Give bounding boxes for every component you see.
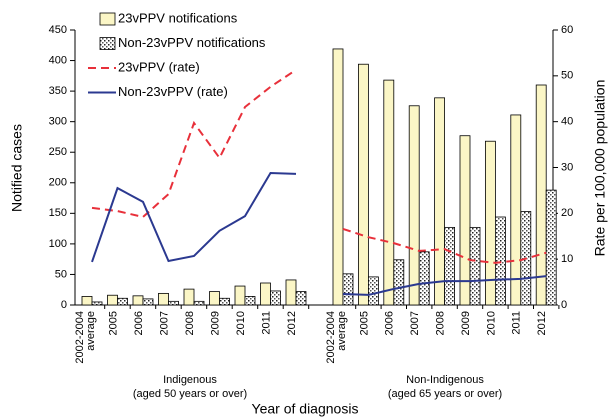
x-tick-label: 2002-2004average xyxy=(74,311,97,364)
bar xyxy=(270,290,281,306)
x-tick-label: 2002-2004average xyxy=(325,311,348,364)
bar xyxy=(469,226,481,306)
x-tick-label: 2011 xyxy=(260,311,272,335)
y-tick-label: 50 xyxy=(55,268,67,280)
bar xyxy=(117,297,128,306)
bar xyxy=(244,296,256,306)
bar xyxy=(459,135,471,306)
x-tick-label: 2010 xyxy=(235,311,247,335)
rate-line xyxy=(342,275,547,296)
x-tick-label: 2009 xyxy=(460,311,472,335)
legend-swatch xyxy=(99,37,116,50)
panel-sublabel: (aged 65 years or over) xyxy=(388,388,502,400)
x-tick-label: 2012 xyxy=(536,311,548,335)
legend-label: Non-23vPPV (rate) xyxy=(118,84,228,99)
bar xyxy=(393,259,405,306)
rate-line xyxy=(342,227,547,264)
y-tick-label: 350 xyxy=(49,85,67,97)
bar xyxy=(234,285,246,306)
bar xyxy=(168,300,179,306)
bar xyxy=(332,48,344,306)
bar xyxy=(408,105,420,306)
x-tick-label: 2009 xyxy=(209,311,221,335)
bar xyxy=(260,282,271,306)
bar xyxy=(535,84,547,306)
y-tick-label: 0 xyxy=(61,299,67,311)
legend-swatch xyxy=(99,12,116,26)
bar xyxy=(91,301,103,306)
y2-axis-title: Rate per 100,000 population xyxy=(592,80,608,257)
legend-label: 23vPPV notifications xyxy=(118,10,238,25)
y-tick-label: 250 xyxy=(49,146,67,158)
x-tick-label: 2007 xyxy=(158,311,170,335)
bar xyxy=(357,63,369,306)
bar xyxy=(209,291,220,306)
bar xyxy=(434,97,446,306)
y-tick-label: 100 xyxy=(49,238,67,250)
bar xyxy=(510,114,522,306)
bar xyxy=(418,251,430,306)
y2-tick-label: 60 xyxy=(561,24,573,36)
bar xyxy=(295,291,307,306)
x-tick-label: 2007 xyxy=(409,311,421,335)
y-tick-label: 200 xyxy=(49,177,67,189)
bar xyxy=(183,288,195,306)
bar xyxy=(158,292,169,306)
y-tick-label: 450 xyxy=(49,24,67,36)
y2-tick-label: 10 xyxy=(561,253,573,265)
panel-label: Indigenous xyxy=(163,374,217,386)
bar xyxy=(107,294,118,306)
legend-label: Non-23vPPV notifications xyxy=(118,35,266,50)
x-tick-label: 2012 xyxy=(286,311,298,335)
y2-tick-label: 30 xyxy=(561,161,573,173)
y-axis-title: Notified cases xyxy=(9,124,25,212)
y2-tick-label: 0 xyxy=(561,299,567,311)
x-tick-label: 2005 xyxy=(358,311,370,335)
panel-label: Non-Indigenous xyxy=(406,374,484,386)
x-tick-label: 2011 xyxy=(511,311,523,335)
rate-line xyxy=(91,171,297,263)
y-tick-label: 300 xyxy=(49,116,67,128)
y2-tick-label: 20 xyxy=(561,207,573,219)
y2-tick-label: 40 xyxy=(561,116,573,128)
bar xyxy=(142,298,154,306)
rate-line xyxy=(91,69,297,219)
bar xyxy=(81,296,93,306)
y2-tick-label: 50 xyxy=(561,70,573,82)
bar xyxy=(285,279,297,306)
bar xyxy=(494,216,506,306)
bar xyxy=(545,189,557,306)
x-tick-label: 2008 xyxy=(435,311,447,335)
bar xyxy=(444,226,456,306)
x-tick-label: 2006 xyxy=(133,311,145,335)
y-tick-label: 150 xyxy=(49,207,67,219)
x-tick-label: 2008 xyxy=(184,311,196,335)
x-tick-label: 2006 xyxy=(384,311,396,335)
bar xyxy=(342,273,354,306)
panel-sublabel: (aged 50 years or over) xyxy=(133,388,247,400)
bar xyxy=(367,276,379,306)
x-axis-title: Year of diagnosis xyxy=(252,401,359,417)
y-tick-label: 400 xyxy=(49,54,67,66)
bar xyxy=(193,300,205,306)
x-tick-label: 2010 xyxy=(485,311,497,335)
legend-label: 23vPPV (rate) xyxy=(118,59,200,74)
bar xyxy=(132,295,144,306)
bar xyxy=(383,79,395,306)
bar xyxy=(219,297,230,306)
x-tick-label: 2005 xyxy=(107,311,119,335)
